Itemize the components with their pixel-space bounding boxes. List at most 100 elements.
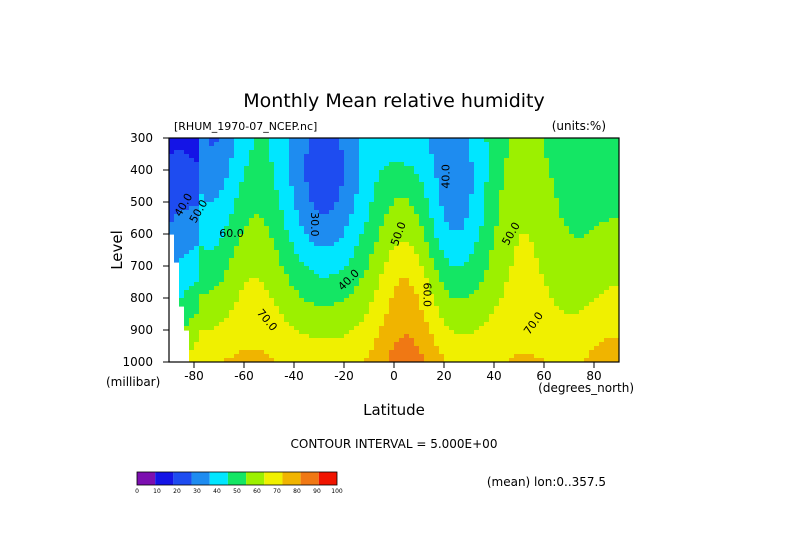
field-cell (524, 174, 530, 179)
field-cell (464, 158, 470, 163)
field-cell (554, 318, 560, 323)
field-cell (179, 166, 185, 171)
field-cell (419, 158, 425, 163)
field-cell (504, 218, 510, 223)
field-cell (604, 202, 610, 207)
field-cell (394, 226, 400, 231)
field-cell (424, 250, 430, 255)
field-cell (459, 222, 465, 227)
field-cell (284, 198, 290, 203)
field-cell (314, 182, 320, 187)
field-cell (579, 298, 585, 303)
field-cell (459, 150, 465, 155)
field-cell (349, 294, 355, 299)
field-cell (289, 358, 295, 362)
field-cell (429, 182, 435, 187)
field-cell (444, 190, 450, 195)
field-cell (354, 270, 360, 275)
field-cell (534, 274, 540, 279)
field-cell (244, 218, 250, 223)
field-cell (374, 278, 380, 283)
field-cell (554, 138, 560, 143)
field-cell (234, 218, 240, 223)
field-cell (569, 226, 575, 231)
field-cell (434, 146, 440, 151)
field-cell (404, 354, 410, 359)
field-cell (549, 342, 555, 347)
field-cell (229, 302, 235, 307)
field-cell (569, 158, 575, 163)
field-cell (614, 202, 619, 207)
field-cell (374, 310, 380, 315)
field-cell (384, 162, 390, 167)
field-cell (384, 170, 390, 175)
field-cell (359, 306, 365, 311)
field-cell (309, 334, 315, 339)
field-cell (564, 350, 570, 355)
field-cell (214, 178, 220, 183)
field-cell (574, 270, 580, 275)
field-cell (204, 150, 210, 155)
field-cell (234, 278, 240, 283)
field-cell (434, 258, 440, 263)
field-cell (384, 338, 390, 343)
field-cell (349, 290, 355, 295)
field-cell (414, 282, 420, 287)
field-cell (324, 290, 330, 295)
field-cell (464, 350, 470, 355)
field-cell (234, 202, 240, 207)
field-cell (184, 318, 190, 323)
field-cell (369, 346, 375, 351)
field-cell (394, 210, 400, 215)
field-cell (204, 222, 210, 227)
field-cell (214, 214, 220, 219)
field-cell (179, 218, 185, 223)
field-cell (464, 266, 470, 271)
field-cell (539, 234, 545, 239)
field-cell (214, 154, 220, 159)
field-cell (544, 250, 550, 255)
field-cell (179, 158, 185, 163)
field-cell (539, 174, 545, 179)
field-cell (369, 138, 375, 143)
field-cell (404, 158, 410, 163)
field-cell (344, 190, 350, 195)
field-cell (509, 206, 515, 211)
field-cell (579, 290, 585, 295)
field-cell (349, 202, 355, 207)
field-cell (324, 202, 330, 207)
field-cell (359, 286, 365, 291)
field-cell (589, 294, 595, 299)
field-cell (249, 282, 255, 287)
field-cell (249, 354, 255, 359)
field-cell (509, 282, 515, 287)
field-cell (519, 294, 525, 299)
field-cell (584, 246, 590, 251)
field-cell (569, 322, 575, 327)
field-cell (269, 190, 275, 195)
field-cell (484, 226, 490, 231)
field-cell (559, 242, 565, 247)
field-cell (604, 278, 610, 283)
field-cell (239, 306, 245, 311)
field-cell (459, 158, 465, 163)
field-cell (394, 142, 400, 147)
field-cell (594, 274, 600, 279)
field-cell (414, 350, 420, 355)
field-cell (484, 234, 490, 239)
field-cell (189, 154, 195, 159)
field-cell (539, 310, 545, 315)
field-cell (244, 154, 250, 159)
field-cell (599, 306, 605, 311)
field-cell (319, 274, 325, 279)
field-cell (419, 298, 425, 303)
field-cell (329, 158, 335, 163)
field-cell (349, 206, 355, 211)
field-cell (369, 294, 375, 299)
field-cell (379, 234, 385, 239)
field-cell (504, 318, 510, 323)
field-cell (324, 318, 330, 323)
field-cell (309, 262, 315, 267)
field-cell (314, 234, 320, 239)
field-cell (474, 294, 480, 299)
